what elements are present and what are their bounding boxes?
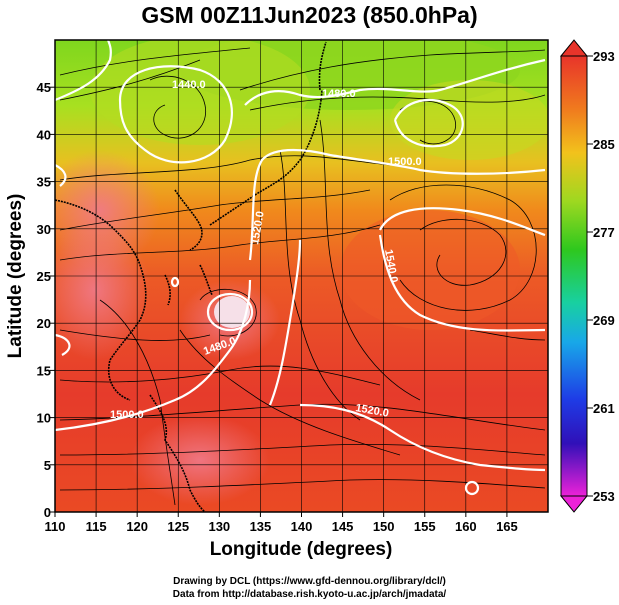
contour-line	[55, 40, 112, 102]
streamline	[59, 224, 381, 261]
streamline	[149, 75, 207, 139]
x-axis-label: Longitude (degrees)	[210, 539, 393, 560]
x-tick-label: 155	[414, 519, 436, 534]
y-tick-label: 35	[37, 175, 51, 190]
contour-line	[206, 292, 254, 332]
coastline-japan	[209, 89, 323, 226]
contour-label: 1520.0	[354, 402, 389, 420]
colorbar-ticks: 293 285 277 269 261 253	[587, 49, 615, 504]
coastline-philippines	[149, 394, 206, 512]
y-tick-label: 45	[37, 80, 51, 95]
contour-line	[248, 148, 546, 261]
streamline	[419, 218, 507, 286]
contour-label: 1540.0	[382, 248, 400, 283]
streamline	[59, 329, 211, 341]
y-tick-label: 40	[37, 127, 51, 142]
coastlines	[55, 41, 327, 512]
contour-label: 1520.0	[249, 210, 267, 245]
contour-line	[464, 480, 480, 496]
coastline-ryukyu	[199, 264, 213, 296]
contour-line	[170, 276, 180, 288]
colorbar-tick-label: 269	[593, 313, 615, 328]
contour-line	[379, 207, 546, 237]
contour-label: 1500.0	[110, 409, 144, 421]
streamline	[59, 155, 391, 181]
x-tick-label: 160	[455, 519, 477, 534]
x-axis-ticks: 110 115 120 125 130 135 140 145 150 155 160 165	[45, 512, 518, 534]
y-tick-label: 10	[37, 411, 51, 426]
contour-line	[55, 279, 252, 432]
y-tick-label: 20	[37, 316, 51, 331]
figure-title: GSM 00Z11Jun2023 (850.0hPa)	[141, 2, 478, 28]
colorbar-tick-label: 253	[593, 489, 615, 504]
streamline	[59, 189, 371, 231]
colorbar-tick-label: 277	[593, 225, 615, 240]
streamline	[59, 479, 546, 491]
contour-line	[299, 403, 546, 472]
x-tick-label: 165	[496, 519, 518, 534]
streamline	[99, 299, 176, 506]
y-tick-label: 5	[44, 458, 51, 473]
contour-line	[55, 164, 67, 187]
colorbar-bar	[560, 55, 588, 497]
coastline-korea-china	[174, 189, 203, 251]
colorbar-top-arrow	[559, 39, 589, 57]
streamline	[319, 119, 421, 401]
height-contours	[55, 40, 546, 496]
contour-line	[378, 234, 546, 332]
colorbar-tick-label: 285	[593, 137, 615, 152]
colorbar-bottom-arrow	[559, 495, 589, 513]
y-tick-label: 0	[44, 505, 51, 520]
contour-line	[244, 58, 546, 106]
x-tick-label: 110	[45, 519, 66, 534]
lat-lon-grid	[55, 40, 548, 512]
x-tick-label: 115	[86, 519, 107, 534]
credit-data-source: Data from http://database.rish.kyoto-u.a…	[172, 589, 447, 600]
streamline	[279, 149, 361, 421]
streamline	[59, 365, 381, 386]
y-tick-label: 30	[37, 222, 51, 237]
credit-drawing: Drawing by DCL (https://www.gfd-dennou.o…	[173, 576, 446, 587]
streamline	[179, 329, 401, 456]
colorbar-tick-label: 261	[593, 401, 615, 416]
streamline	[239, 49, 546, 91]
contour-line	[118, 65, 233, 164]
x-tick-label: 140	[291, 519, 313, 534]
x-tick-label: 120	[126, 519, 148, 534]
contour-line	[393, 98, 464, 148]
coastline-taiwan	[164, 274, 171, 306]
contour-line	[268, 239, 302, 406]
y-tick-label: 15	[37, 363, 51, 378]
streamline	[59, 443, 546, 456]
coastline-asia	[55, 199, 147, 401]
streamline	[389, 184, 537, 311]
y-tick-label: 25	[37, 269, 51, 284]
streamline	[199, 288, 257, 337]
contour-line	[55, 333, 71, 356]
contour-label: 1440.0	[172, 79, 206, 91]
y-axis-label: Latitude (degrees)	[5, 194, 26, 359]
y-axis-ticks: 0 5 10 15 20 25 30 35 40 45	[37, 80, 55, 520]
streamline	[469, 329, 546, 341]
x-tick-label: 130	[208, 519, 230, 534]
streamline	[59, 47, 251, 76]
coastline-sakhalin	[318, 41, 327, 91]
contour-label: 1480.0	[322, 88, 356, 100]
contour-label: 1500.0	[388, 156, 422, 168]
x-tick-label: 125	[167, 519, 189, 534]
x-tick-label: 145	[332, 519, 354, 534]
colorbar-tick-label: 293	[593, 49, 615, 64]
x-tick-label: 135	[250, 519, 272, 534]
colorbar: 293 285 277 269 261 253	[559, 39, 615, 513]
x-tick-label: 150	[373, 519, 395, 534]
